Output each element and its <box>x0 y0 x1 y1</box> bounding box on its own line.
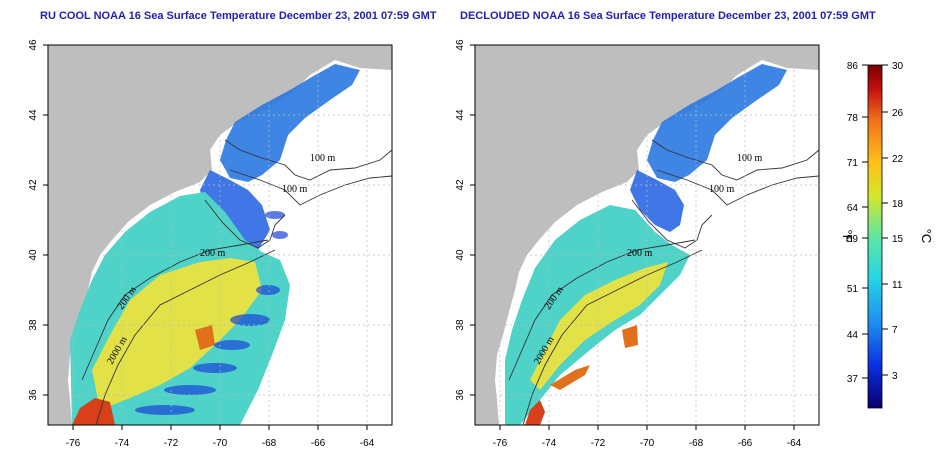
y-tick-label: 38 <box>455 319 466 331</box>
sea-cold-region <box>220 64 360 182</box>
right-y-axis: 46 44 42 40 38 36 <box>455 39 475 401</box>
y-tick-label: 40 <box>455 249 466 261</box>
x-tick-label: -76 <box>66 438 81 449</box>
sea-hot-region <box>525 400 545 425</box>
contour-label-100m: 100 m <box>709 184 735 195</box>
y-tick-label: 42 <box>28 179 39 191</box>
y-tick-label: 40 <box>28 249 39 261</box>
right-x-axis: -76 -74 -72 -70 -68 -66 -64 <box>493 425 802 449</box>
x-tick-label: -66 <box>311 438 326 449</box>
x-tick-label: -68 <box>689 438 704 449</box>
x-tick-label: -74 <box>115 438 130 449</box>
fahrenheit-tick: 78 <box>847 113 859 124</box>
contour-label-100m: 100 m <box>737 153 763 164</box>
celsius-tick: 11 <box>892 280 903 291</box>
sea-warm-region <box>92 258 262 410</box>
celsius-tick: 7 <box>892 325 898 336</box>
left-x-axis: -76 -74 -72 -70 -68 -66 -64 <box>66 425 375 449</box>
celsius-unit-label: °C <box>919 229 934 244</box>
y-tick-label: 46 <box>28 39 39 51</box>
left-map-panel: 100 m 100 m 200 m 200 m 2000 m -76 -74 -… <box>28 39 393 449</box>
x-tick-label: -70 <box>213 438 228 449</box>
colorbar-gradient <box>867 64 883 409</box>
contour-label-100m: 100 m <box>310 153 336 164</box>
y-tick-label: 46 <box>455 39 466 51</box>
land-mass <box>48 45 392 425</box>
right-map-grid <box>475 45 819 425</box>
fahrenheit-unit-label: °F <box>840 229 855 242</box>
celsius-tick: 18 <box>892 199 904 210</box>
y-tick-label: 42 <box>455 179 466 191</box>
x-tick-label: -74 <box>542 438 557 449</box>
fahrenheit-tick: 37 <box>847 374 859 385</box>
sea-hot-streak <box>550 365 590 390</box>
celsius-tick: 15 <box>892 234 904 245</box>
x-tick-label: -72 <box>164 438 179 449</box>
celsius-tick: 26 <box>892 108 904 119</box>
x-tick-label: -70 <box>640 438 655 449</box>
right-map-title: DECLOUDED NOAA 16 Sea Surface Temperatur… <box>460 10 876 22</box>
contour-label-200m: 200 m <box>200 248 226 259</box>
land-mass <box>475 45 819 425</box>
celsius-tick: 30 <box>892 61 904 72</box>
sea-warm-region <box>530 262 668 390</box>
y-tick-label: 44 <box>455 109 466 121</box>
celsius-tick: 3 <box>892 371 898 382</box>
sea-hot-spot <box>622 325 638 348</box>
x-tick-label: -76 <box>493 438 508 449</box>
sea-cold-region <box>647 64 787 182</box>
bathymetry-contours <box>81 139 392 425</box>
celsius-tick: 22 <box>892 154 904 165</box>
sea-hot-region <box>72 398 115 425</box>
x-tick-label: -66 <box>738 438 753 449</box>
x-tick-label: -72 <box>591 438 606 449</box>
fahrenheit-tick: 71 <box>847 158 859 169</box>
y-tick-label: 44 <box>28 109 39 121</box>
x-tick-label: -64 <box>787 438 802 449</box>
sea-cold-shelf <box>630 170 684 232</box>
fahrenheit-tick: 59 <box>847 234 859 245</box>
sea-hot-spot <box>195 325 215 350</box>
y-tick-label: 36 <box>28 389 39 401</box>
left-y-axis: 46 44 42 40 38 36 <box>28 39 48 401</box>
bathymetry-contours <box>508 139 819 425</box>
x-tick-label: -64 <box>360 438 375 449</box>
fahrenheit-tick: 64 <box>847 203 859 214</box>
y-tick-label: 36 <box>455 389 466 401</box>
cloud-speckle-area <box>135 211 288 415</box>
contour-label-100m: 100 m <box>282 184 308 195</box>
contour-label-200m: 200 m <box>627 248 653 259</box>
y-tick-label: 38 <box>28 319 39 331</box>
fahrenheit-tick: 44 <box>847 330 859 341</box>
temperature-colorbar: 86 78 71 64 59 51 44 37 30 26 22 18 15 1… <box>840 61 934 409</box>
left-map-grid <box>48 45 392 425</box>
sea-cold-shelf <box>200 170 270 250</box>
fahrenheit-tick: 86 <box>847 61 859 72</box>
right-map-panel: 100 m 100 m 200 m 200 m 2000 m -76 -74 -… <box>455 39 820 449</box>
left-map-title: RU COOL NOAA 16 Sea Surface Temperature … <box>40 10 437 22</box>
fahrenheit-tick: 51 <box>847 284 859 295</box>
x-tick-label: -68 <box>262 438 277 449</box>
